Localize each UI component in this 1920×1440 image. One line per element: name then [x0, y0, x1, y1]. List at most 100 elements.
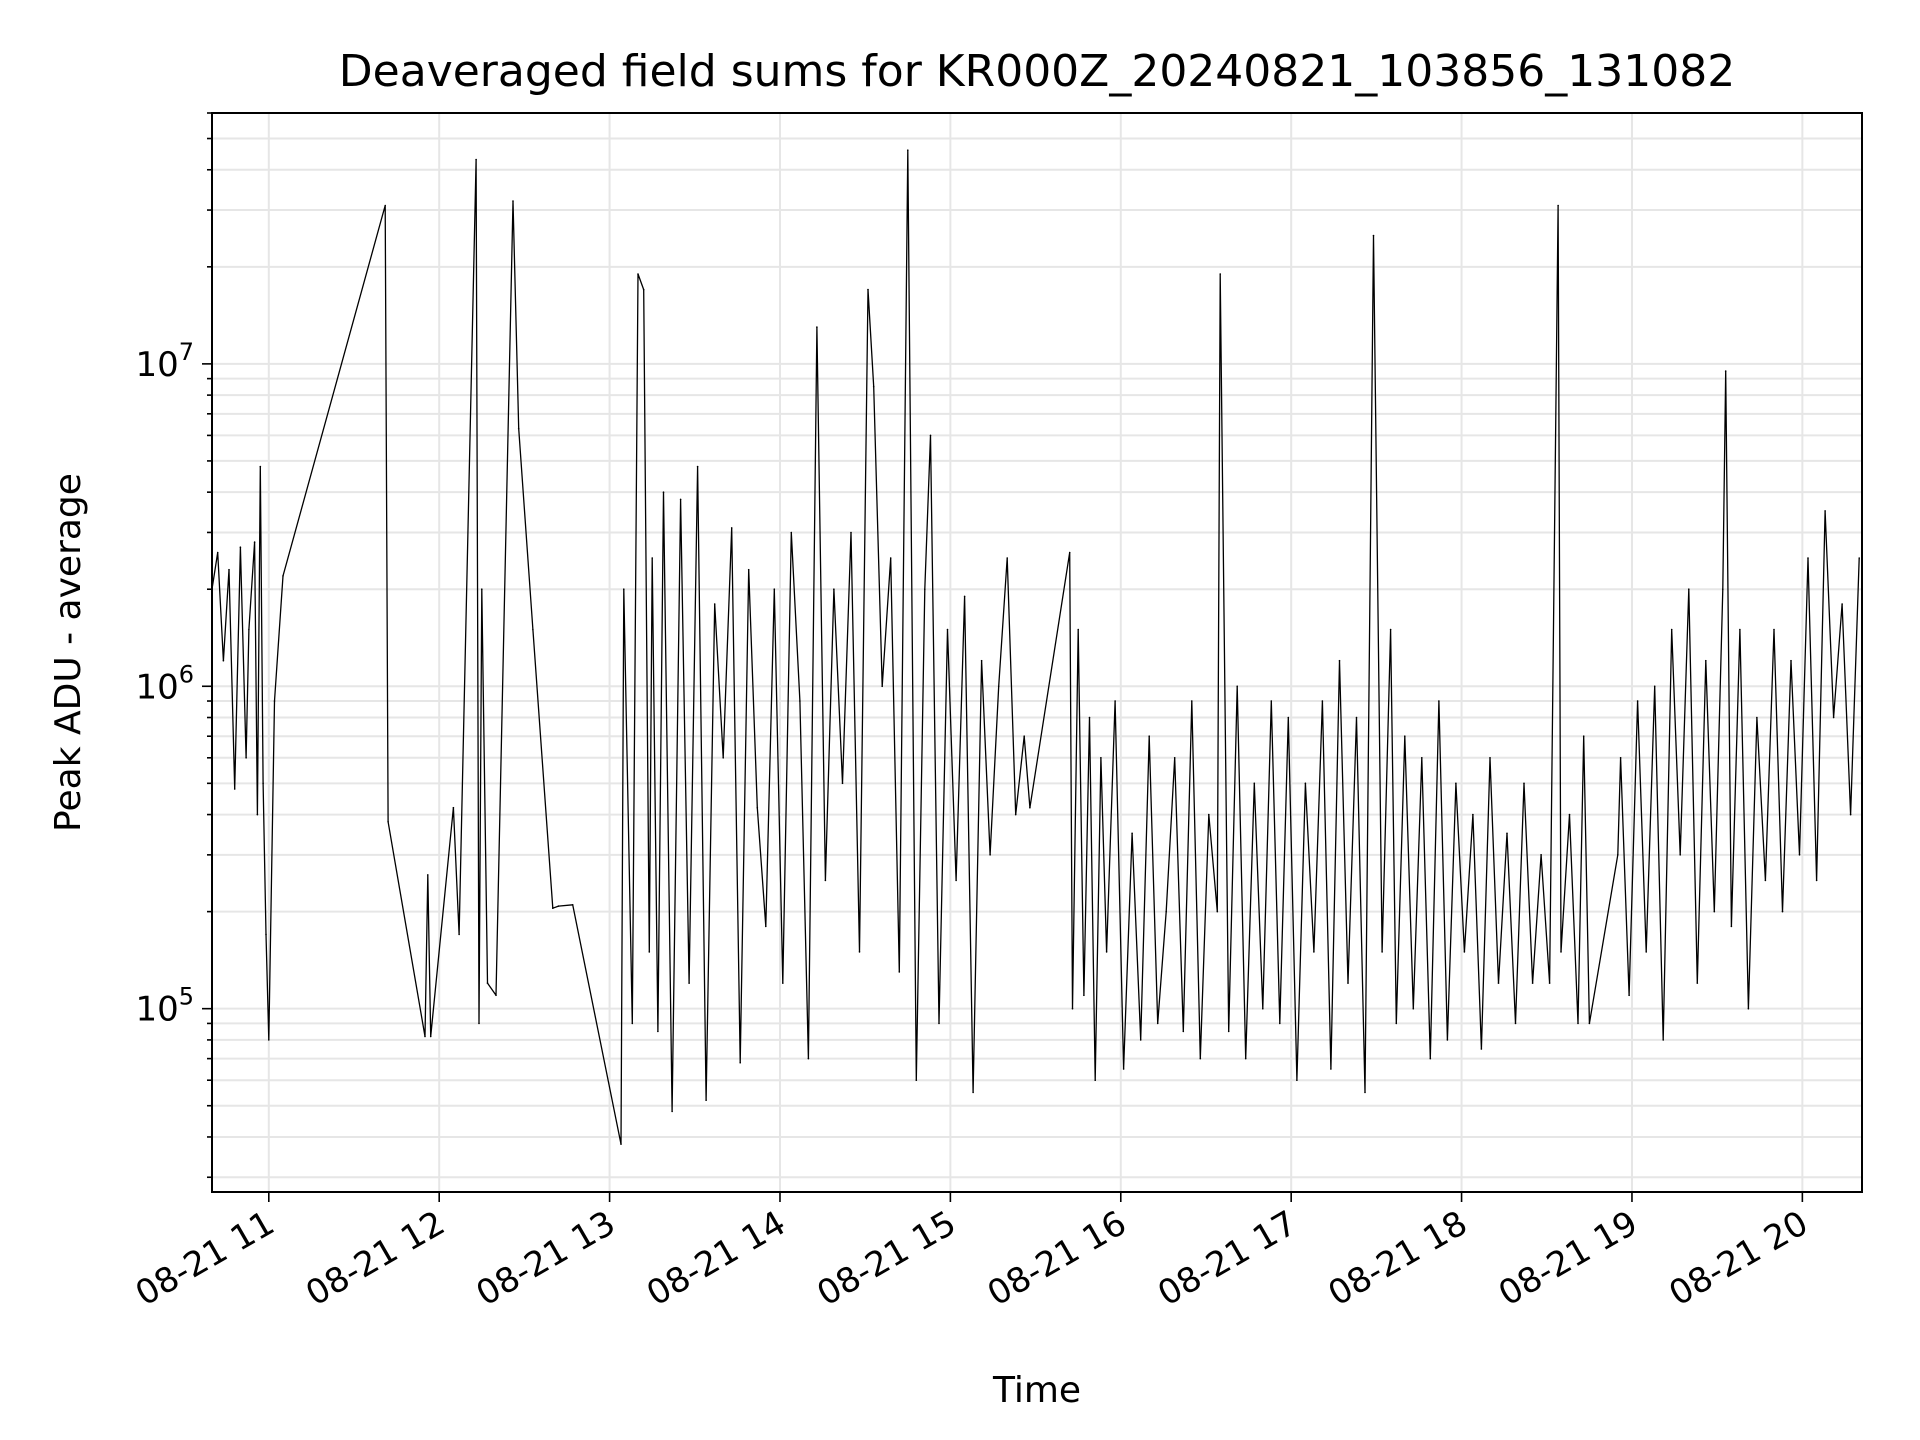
data-point — [1472, 813, 1474, 816]
data-point — [747, 568, 750, 571]
data-point — [1577, 1022, 1579, 1025]
data-point — [1764, 879, 1767, 882]
data-point — [907, 149, 909, 151]
data-point — [790, 531, 793, 534]
y-tick-label: 107 — [135, 338, 194, 385]
data-point — [773, 588, 776, 590]
data-point — [424, 1035, 426, 1038]
data-point — [1815, 879, 1818, 882]
data-point — [216, 551, 219, 554]
data-point — [268, 1039, 270, 1041]
data-point — [517, 427, 520, 430]
data-point — [807, 1057, 810, 1060]
data-point — [1227, 1030, 1230, 1033]
data-point — [478, 1022, 480, 1025]
data-point — [1077, 628, 1079, 631]
data-point — [997, 685, 1000, 688]
data-point — [1653, 685, 1656, 688]
data-point — [1480, 1048, 1483, 1050]
data-point — [980, 659, 983, 662]
data-point — [245, 757, 247, 759]
data-point — [1208, 813, 1210, 816]
data-point — [1628, 994, 1630, 997]
data-point — [1463, 951, 1466, 953]
data-point — [1139, 1039, 1142, 1041]
data-point — [532, 628, 534, 631]
data-point — [1321, 700, 1324, 702]
data-point — [642, 288, 645, 291]
data-point — [1722, 588, 1724, 590]
data-point — [972, 1091, 974, 1094]
data-point — [1713, 910, 1716, 913]
data-point — [571, 904, 574, 906]
data-point — [1270, 700, 1273, 702]
data-point — [1455, 782, 1457, 785]
data-point — [486, 982, 489, 984]
data-point — [1253, 782, 1256, 785]
data-point — [1841, 603, 1843, 605]
data-point — [1330, 1068, 1332, 1070]
data-point — [631, 1022, 634, 1025]
data-point — [253, 541, 256, 543]
data-point — [1662, 1039, 1664, 1041]
data-point — [915, 1079, 918, 1081]
data-point — [1279, 1022, 1281, 1025]
data-point — [1412, 1007, 1415, 1010]
data-point — [1730, 925, 1733, 928]
data-point — [623, 588, 625, 590]
data-point — [671, 1110, 673, 1113]
data-point — [1071, 1007, 1074, 1010]
data-point — [1832, 716, 1835, 719]
data-point — [452, 806, 455, 809]
data-point — [858, 951, 861, 953]
data-point — [1739, 628, 1741, 631]
data-point — [228, 568, 230, 571]
data-point — [1523, 782, 1525, 785]
data-point — [989, 854, 991, 856]
data-point — [1773, 628, 1775, 631]
data-point — [429, 1035, 432, 1038]
data-point — [1219, 273, 1221, 275]
data-points — [211, 149, 1860, 1145]
data-point — [924, 588, 926, 590]
data-point — [259, 465, 262, 468]
data-point — [841, 782, 844, 785]
data-point — [1619, 757, 1622, 759]
plot-frame — [211, 112, 1863, 1193]
chart-title: Deaveraged field sums for KR000Z_2024082… — [339, 46, 1735, 97]
data-point — [265, 933, 267, 936]
data-point — [782, 982, 784, 984]
data-point — [662, 491, 665, 494]
data-point — [688, 982, 690, 984]
data-point — [657, 1030, 659, 1033]
data-point — [1395, 1022, 1398, 1025]
data-point — [233, 788, 236, 790]
data-point — [722, 757, 724, 759]
data-point — [1023, 735, 1025, 737]
data-point — [651, 557, 653, 559]
data-point — [1236, 685, 1238, 688]
data-point — [1446, 1039, 1449, 1041]
data-point — [481, 588, 483, 590]
data-point — [1756, 716, 1758, 719]
data-point — [262, 782, 264, 785]
data-point — [850, 531, 852, 534]
data-point — [1287, 716, 1290, 719]
data-point — [1014, 813, 1017, 816]
data-point — [1173, 757, 1176, 759]
data-point — [1347, 982, 1349, 984]
data-point — [1094, 1079, 1096, 1081]
data-point — [1798, 854, 1801, 856]
data-point — [1355, 716, 1358, 719]
data-point — [1389, 628, 1392, 631]
data-point — [1191, 700, 1193, 702]
data-point — [637, 273, 639, 275]
data-point — [739, 1061, 741, 1064]
data-point — [1858, 557, 1860, 559]
data-point — [1088, 716, 1091, 719]
data-point — [824, 879, 827, 882]
data-point — [1531, 982, 1534, 984]
data-point — [222, 659, 225, 662]
